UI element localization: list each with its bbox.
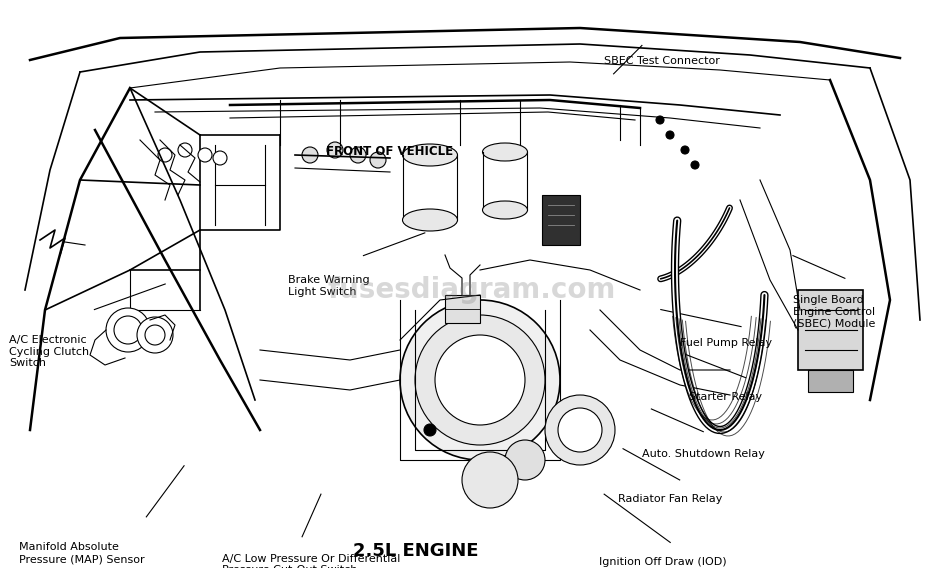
Bar bbox=[445, 295, 480, 323]
Text: fusesdiagram.com: fusesdiagram.com bbox=[328, 275, 616, 304]
Circle shape bbox=[350, 147, 366, 163]
Ellipse shape bbox=[402, 209, 458, 231]
Circle shape bbox=[415, 315, 545, 445]
Ellipse shape bbox=[402, 144, 458, 166]
Text: Starter Relay: Starter Relay bbox=[689, 392, 762, 402]
Circle shape bbox=[327, 142, 343, 158]
Text: Auto. Shutdown Relay: Auto. Shutdown Relay bbox=[642, 449, 765, 459]
Text: FRONT OF VEHICLE: FRONT OF VEHICLE bbox=[326, 145, 453, 158]
Text: SBEC Test Connector: SBEC Test Connector bbox=[604, 56, 720, 66]
Circle shape bbox=[370, 152, 386, 168]
Text: A/C Electronic
Cycling Clutch
Switch: A/C Electronic Cycling Clutch Switch bbox=[9, 335, 90, 368]
Circle shape bbox=[302, 147, 318, 163]
Circle shape bbox=[558, 408, 602, 452]
Circle shape bbox=[424, 424, 436, 436]
Circle shape bbox=[435, 335, 525, 425]
Bar bbox=[542, 195, 580, 245]
Text: Manifold Absolute
Pressure (MAP) Sensor: Manifold Absolute Pressure (MAP) Sensor bbox=[19, 542, 144, 564]
Bar bbox=[808, 370, 853, 392]
Circle shape bbox=[158, 148, 172, 162]
Text: Fuel Pump Relay: Fuel Pump Relay bbox=[680, 338, 772, 348]
Circle shape bbox=[666, 131, 674, 139]
Circle shape bbox=[178, 143, 192, 157]
Circle shape bbox=[545, 395, 615, 465]
Circle shape bbox=[656, 116, 664, 124]
Text: Ignition Off Draw (IOD)
Test Connector: Ignition Off Draw (IOD) Test Connector bbox=[599, 557, 727, 568]
Circle shape bbox=[462, 452, 518, 508]
Circle shape bbox=[213, 151, 227, 165]
Text: 2.5L ENGINE: 2.5L ENGINE bbox=[353, 542, 478, 561]
Text: Brake Warning
Light Switch: Brake Warning Light Switch bbox=[288, 275, 369, 297]
Ellipse shape bbox=[482, 201, 528, 219]
Text: Single Board
Engine Control
(SBEC) Module: Single Board Engine Control (SBEC) Modul… bbox=[793, 295, 875, 328]
Circle shape bbox=[106, 308, 150, 352]
Circle shape bbox=[114, 316, 142, 344]
Circle shape bbox=[505, 440, 545, 480]
Ellipse shape bbox=[482, 143, 528, 161]
Circle shape bbox=[400, 300, 560, 460]
Text: Radiator Fan Relay: Radiator Fan Relay bbox=[618, 494, 723, 504]
Text: A/C Low Pressure Or Differential
Pressure Cut-Out Switch: A/C Low Pressure Or Differential Pressur… bbox=[222, 554, 400, 568]
Circle shape bbox=[137, 317, 173, 353]
Circle shape bbox=[681, 146, 689, 154]
Bar bbox=[798, 290, 863, 370]
Circle shape bbox=[198, 148, 212, 162]
Circle shape bbox=[691, 161, 699, 169]
Circle shape bbox=[145, 325, 165, 345]
